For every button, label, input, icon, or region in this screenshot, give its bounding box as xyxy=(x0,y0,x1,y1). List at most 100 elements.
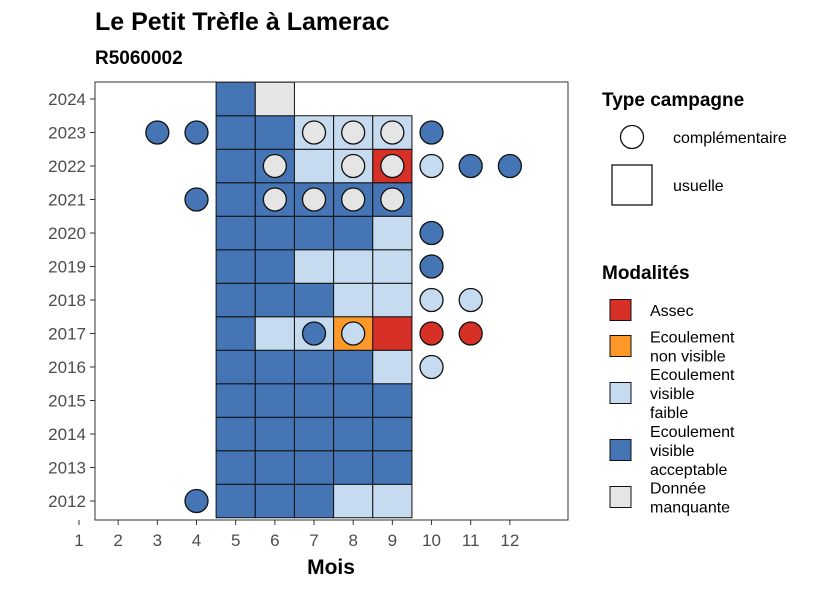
y-tick-label: 2023 xyxy=(48,124,86,143)
legend-fill-label: manquante xyxy=(650,500,730,517)
x-tick-label: 11 xyxy=(462,531,480,550)
complementaire-point xyxy=(262,153,288,179)
complementaire-point xyxy=(301,187,327,212)
x-tick-label: 10 xyxy=(422,531,441,550)
complementaire-point xyxy=(419,220,444,246)
usuelle-cell xyxy=(372,249,413,284)
legend-fill-key xyxy=(609,486,632,508)
complementaire-point xyxy=(301,120,327,145)
usuelle-cell xyxy=(372,282,413,318)
usuelle-cell xyxy=(215,383,256,418)
y-tick-label: 2013 xyxy=(48,459,86,478)
usuelle-cell xyxy=(333,416,374,452)
usuelle-cell xyxy=(293,349,335,385)
legend-fill-label: visible xyxy=(650,386,695,403)
legend-fill-label: non visible xyxy=(650,349,726,366)
usuelle-cell xyxy=(254,282,295,318)
usuelle-cell xyxy=(215,316,256,351)
usuelle-cell xyxy=(293,249,335,284)
complementaire-point xyxy=(419,287,444,313)
x-tick-label: 3 xyxy=(153,531,162,550)
complementaire-point xyxy=(458,287,483,313)
complementaire-point xyxy=(145,120,170,145)
usuelle-cell xyxy=(215,416,256,452)
complementaire-point xyxy=(341,153,366,179)
legend-fill-key xyxy=(609,299,632,321)
usuelle-cell xyxy=(333,215,374,251)
usuelle-cell xyxy=(215,81,256,117)
y-tick-label: 2020 xyxy=(48,224,86,243)
usuelle-cell xyxy=(372,416,413,452)
complementaire-points xyxy=(145,120,523,514)
usuelle-cell xyxy=(215,249,256,284)
usuelle-cell xyxy=(254,483,295,519)
y-tick-label: 2024 xyxy=(48,90,86,109)
y-tick-label: 2017 xyxy=(48,325,86,344)
usuelle-cell xyxy=(254,450,295,485)
legend-fill-label: Ecoulement xyxy=(650,330,735,347)
y-axis: 2012 2013 2014 2015 2016 2017 2018 2019 2020 2021… xyxy=(48,90,95,511)
usuelle-cell xyxy=(215,282,256,318)
legend-fill-key xyxy=(609,382,632,404)
usuelle-cell xyxy=(372,215,413,251)
usuelle-cell xyxy=(372,450,413,485)
x-tick-label: 9 xyxy=(388,531,397,550)
y-tick-label: 2021 xyxy=(48,191,86,210)
complementaire-point xyxy=(458,153,483,179)
legend-fill-label: acceptable xyxy=(650,462,727,479)
y-tick-label: 2022 xyxy=(48,157,86,176)
legend-fill-key xyxy=(609,439,632,461)
legend-fill-label: Assec xyxy=(650,303,694,320)
complementaire-point xyxy=(341,120,366,145)
usuelle-cell xyxy=(215,148,256,184)
legend-fill-label: Donnée xyxy=(650,481,706,498)
usuelle-cells xyxy=(215,81,413,519)
complementaire-point xyxy=(419,354,444,380)
legend-fill-label: Ecoulement xyxy=(650,424,735,441)
usuelle-cell xyxy=(293,483,335,519)
legend-fill-title: Modalités xyxy=(602,263,690,284)
usuelle-cell xyxy=(254,249,295,284)
complementaire-point xyxy=(301,321,327,346)
usuelle-cell xyxy=(254,215,295,251)
y-tick-label: 2015 xyxy=(48,392,86,411)
y-tick-label: 2018 xyxy=(48,291,86,310)
usuelle-cell xyxy=(293,416,335,452)
usuelle-cell xyxy=(254,416,295,452)
legend-square-key xyxy=(611,164,653,206)
legend-shape-label: complémentaire xyxy=(673,130,787,147)
usuelle-cell xyxy=(293,148,335,184)
usuelle-cell xyxy=(254,81,295,117)
complementaire-point xyxy=(458,321,483,346)
x-axis-title: Mois xyxy=(307,556,355,579)
complementaire-point xyxy=(184,120,209,145)
complementaire-point xyxy=(184,187,209,212)
legend-fill-label: faible xyxy=(650,405,688,422)
x-tick-label: 12 xyxy=(500,531,519,550)
complementaire-point xyxy=(184,488,209,514)
usuelle-cell xyxy=(215,349,256,385)
complementaire-point xyxy=(497,153,523,179)
complementaire-point xyxy=(419,153,444,179)
usuelle-cell xyxy=(293,450,335,485)
complementaire-point xyxy=(380,153,405,179)
usuelle-cell xyxy=(215,450,256,485)
usuelle-cell xyxy=(333,483,374,519)
legend-fill-label: Ecoulement xyxy=(650,367,735,384)
usuelle-cell xyxy=(293,215,335,251)
usuelle-cell xyxy=(254,316,295,351)
legend-type-campagne: Type campagne complémentaire usuelle xyxy=(602,90,787,206)
usuelle-cell xyxy=(372,316,413,351)
x-tick-label: 1 xyxy=(74,531,83,550)
usuelle-cell xyxy=(372,383,413,418)
usuelle-cell xyxy=(215,483,256,519)
usuelle-cell xyxy=(254,349,295,385)
usuelle-cell xyxy=(293,282,335,318)
legend-shape-label: usuelle xyxy=(673,178,724,195)
complementaire-point xyxy=(380,120,405,145)
complementaire-point xyxy=(341,187,366,212)
x-tick-label: 6 xyxy=(270,531,279,550)
